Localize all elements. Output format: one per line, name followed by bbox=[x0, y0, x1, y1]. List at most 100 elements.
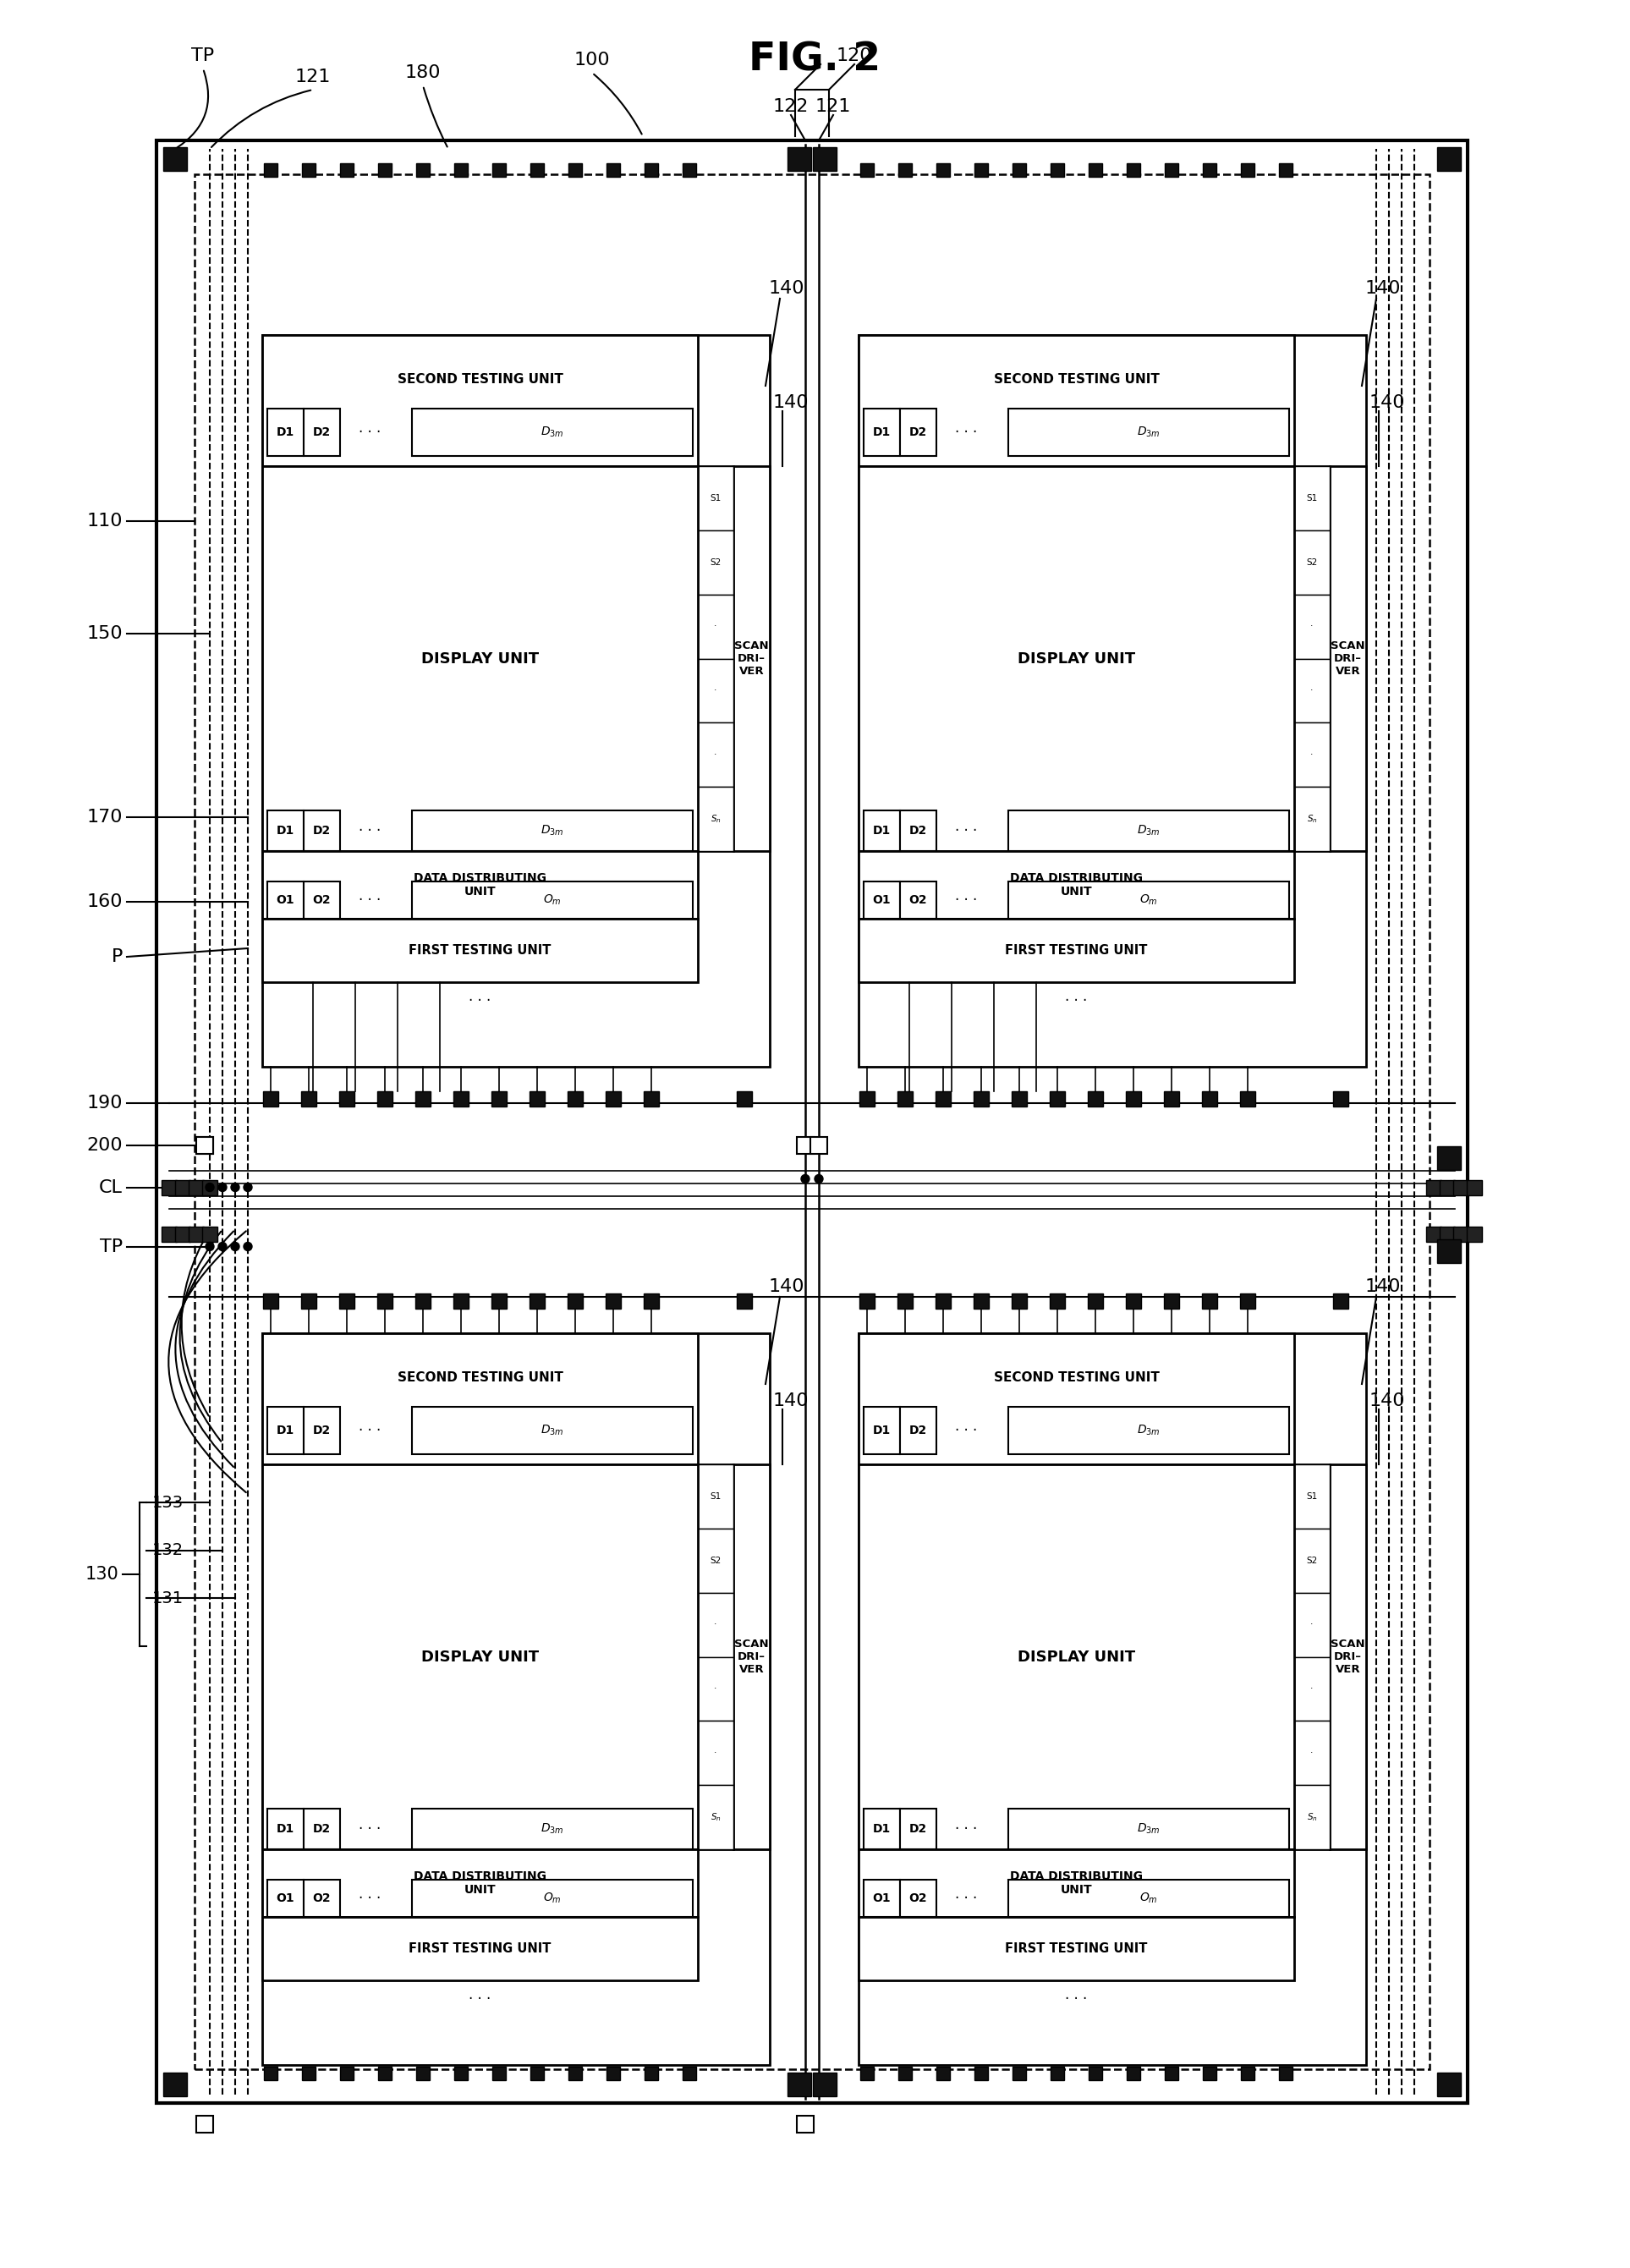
Bar bbox=[161, 1179, 176, 1195]
Text: D2: D2 bbox=[910, 826, 927, 837]
Bar bbox=[530, 1293, 544, 1309]
Bar bbox=[864, 1880, 900, 1916]
Bar bbox=[377, 1091, 393, 1107]
Text: S2: S2 bbox=[1306, 558, 1317, 567]
Text: 140: 140 bbox=[769, 1279, 805, 1295]
Bar bbox=[1294, 1465, 1330, 1848]
Text: ·: · bbox=[714, 751, 717, 760]
Text: · · ·: · · · bbox=[955, 894, 976, 907]
Bar bbox=[262, 336, 769, 1066]
Circle shape bbox=[243, 1184, 253, 1191]
Bar bbox=[1240, 1091, 1255, 1107]
Bar bbox=[810, 1136, 828, 1154]
Bar bbox=[412, 1808, 693, 1848]
Text: · · ·: · · · bbox=[955, 424, 976, 440]
Text: FIRST TESTING UNIT: FIRST TESTING UNIT bbox=[409, 1941, 551, 1955]
Text: S1: S1 bbox=[711, 1492, 720, 1501]
Text: DISPLAY UNIT: DISPLAY UNIT bbox=[421, 1649, 540, 1665]
Text: FIRST TESTING UNIT: FIRST TESTING UNIT bbox=[1006, 1941, 1148, 1955]
Bar bbox=[698, 787, 733, 850]
Bar bbox=[1051, 163, 1064, 177]
Text: FIRST TESTING UNIT: FIRST TESTING UNIT bbox=[1006, 943, 1148, 957]
Bar bbox=[859, 850, 1294, 919]
Text: FIG. 2: FIG. 2 bbox=[748, 41, 880, 79]
Text: 122: 122 bbox=[773, 98, 808, 116]
Bar bbox=[1333, 1091, 1348, 1107]
Bar bbox=[569, 2066, 582, 2080]
Bar bbox=[302, 1091, 316, 1107]
Text: $O_m$: $O_m$ bbox=[1139, 894, 1157, 907]
Bar bbox=[377, 1293, 393, 1309]
Text: D2: D2 bbox=[910, 1424, 927, 1436]
Bar bbox=[262, 1848, 698, 1916]
Bar bbox=[698, 1529, 733, 1592]
Text: $S_n$: $S_n$ bbox=[1307, 814, 1317, 826]
Bar bbox=[859, 1848, 1294, 1916]
Bar bbox=[1012, 163, 1025, 177]
Text: 100: 100 bbox=[574, 52, 610, 68]
Bar bbox=[302, 1293, 316, 1309]
Text: DISPLAY UNIT: DISPLAY UNIT bbox=[1017, 651, 1134, 667]
Bar bbox=[859, 336, 1366, 1066]
Bar bbox=[813, 147, 836, 170]
Bar bbox=[698, 1465, 733, 1848]
Bar bbox=[1294, 723, 1330, 787]
Bar bbox=[698, 467, 733, 850]
Text: 140: 140 bbox=[1364, 1279, 1400, 1295]
Text: · · ·: · · · bbox=[1066, 993, 1087, 1009]
Bar bbox=[455, 163, 468, 177]
Bar bbox=[1454, 1227, 1469, 1241]
Text: $S_n$: $S_n$ bbox=[711, 1812, 720, 1823]
Bar bbox=[644, 163, 659, 177]
Text: 131: 131 bbox=[152, 1590, 184, 1606]
Bar bbox=[1439, 1179, 1456, 1195]
Bar bbox=[455, 2066, 468, 2080]
Text: 132: 132 bbox=[152, 1542, 184, 1558]
Text: DATA DISTRIBUTING
UNIT: DATA DISTRIBUTING UNIT bbox=[1011, 1871, 1143, 1896]
Bar bbox=[1203, 163, 1216, 177]
Text: D2: D2 bbox=[910, 1823, 927, 1835]
Text: · · ·: · · · bbox=[359, 424, 381, 440]
Bar bbox=[1009, 882, 1289, 919]
Bar bbox=[1426, 1227, 1441, 1241]
Bar bbox=[864, 1406, 900, 1454]
Bar bbox=[1126, 163, 1141, 177]
Bar bbox=[1438, 2073, 1460, 2096]
Circle shape bbox=[218, 1184, 227, 1191]
Bar bbox=[492, 1293, 507, 1309]
Bar bbox=[1294, 467, 1330, 531]
Text: SCAN
DRI–
VER: SCAN DRI– VER bbox=[735, 1637, 769, 1676]
Bar bbox=[683, 2066, 696, 2080]
Bar bbox=[1294, 1785, 1330, 1848]
Bar bbox=[303, 408, 341, 456]
Text: $D_{3m}$: $D_{3m}$ bbox=[1138, 1821, 1161, 1835]
Bar bbox=[1438, 1238, 1460, 1263]
Bar bbox=[606, 1293, 621, 1309]
Bar bbox=[378, 163, 391, 177]
Bar bbox=[567, 1293, 584, 1309]
Text: 180: 180 bbox=[404, 64, 440, 82]
Circle shape bbox=[205, 1184, 214, 1191]
Bar bbox=[1009, 1808, 1289, 1848]
Bar bbox=[898, 1293, 913, 1309]
Bar bbox=[262, 919, 698, 982]
Bar bbox=[378, 2066, 391, 2080]
Bar bbox=[492, 163, 505, 177]
Bar bbox=[1438, 1145, 1460, 1170]
Text: ·: · bbox=[714, 1749, 717, 1758]
Bar bbox=[262, 1916, 698, 1980]
Text: $D_{3m}$: $D_{3m}$ bbox=[541, 823, 564, 837]
Bar bbox=[194, 175, 1430, 2068]
Bar bbox=[202, 1179, 217, 1195]
Bar bbox=[936, 163, 950, 177]
Bar bbox=[1126, 1091, 1141, 1107]
Bar bbox=[1330, 1465, 1366, 1848]
Bar bbox=[1164, 1293, 1178, 1309]
Text: SCAN
DRI–
VER: SCAN DRI– VER bbox=[1330, 1637, 1364, 1676]
Bar bbox=[416, 163, 430, 177]
Text: SCAN
DRI–
VER: SCAN DRI– VER bbox=[1330, 640, 1364, 676]
Bar bbox=[900, 1406, 936, 1454]
Bar bbox=[262, 1465, 698, 1848]
Bar bbox=[267, 882, 303, 919]
Text: SECOND TESTING UNIT: SECOND TESTING UNIT bbox=[994, 372, 1159, 386]
